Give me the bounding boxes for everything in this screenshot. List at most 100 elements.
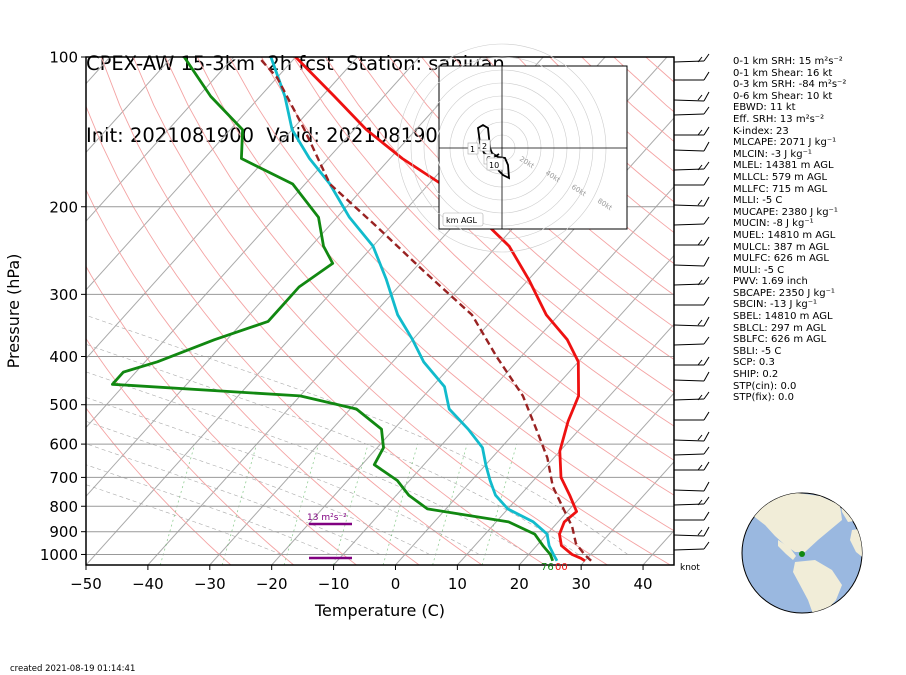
wind-barb bbox=[673, 431, 710, 442]
wind-barb bbox=[673, 161, 710, 171]
hodo-marker-1: 1 bbox=[470, 145, 475, 154]
stat-line: MULFC: 626 m AGL bbox=[733, 253, 829, 265]
srh-label: 13 m²s⁻² bbox=[307, 513, 347, 523]
x-tick-label: −10 bbox=[318, 575, 350, 593]
profile-line bbox=[294, 57, 586, 562]
dry-adiabat bbox=[86, 265, 357, 565]
wind-barb bbox=[674, 236, 710, 246]
hodo-marker-2: 2 bbox=[482, 142, 487, 151]
stat-line: MULCL: 387 m AGL bbox=[733, 241, 829, 253]
central-america bbox=[778, 540, 796, 560]
isotherm bbox=[86, 57, 235, 222]
x-tick-label: 40 bbox=[634, 575, 653, 593]
mixing-ratio-line bbox=[283, 443, 319, 565]
wind-barb bbox=[674, 356, 710, 366]
y-tick-label: 400 bbox=[49, 348, 78, 366]
wind-barb bbox=[673, 106, 710, 116]
x-axis-label: Temperature (C) bbox=[314, 601, 445, 620]
profile-line bbox=[269, 57, 559, 562]
surface-temp-label: 00 bbox=[555, 562, 568, 573]
wind-barb bbox=[673, 391, 710, 401]
dry-adiabat bbox=[389, 57, 674, 328]
hodograph-trace bbox=[477, 123, 511, 180]
profile-line bbox=[257, 57, 592, 562]
stat-line: Eff. SRH: 13 m²s⁻² bbox=[733, 113, 825, 125]
wind-barb bbox=[673, 141, 710, 152]
stat-line: SBEL: 14810 m AGL bbox=[733, 311, 833, 323]
x-tick-label: −40 bbox=[132, 575, 164, 593]
wind-barb bbox=[674, 296, 710, 306]
stat-line: SBCIN: -13 J kg⁻¹ bbox=[733, 299, 818, 311]
wind-barb bbox=[673, 496, 710, 506]
isotherm bbox=[395, 254, 674, 565]
y-tick-label: 100 bbox=[49, 49, 78, 67]
stat-line: 0-1 km Shear: 16 kt bbox=[733, 67, 833, 79]
dry-adiabat bbox=[357, 57, 674, 361]
wind-barb bbox=[673, 526, 710, 537]
dry-adiabat bbox=[261, 57, 674, 461]
hodograph-inset: 20kt 40kt 60kt 80kt 1 2 6 10 km AGL bbox=[397, 43, 628, 253]
stat-line: 0-1 km SRH: 15 m²s⁻² bbox=[733, 56, 843, 67]
dry-adiabat bbox=[86, 337, 294, 565]
isotherm bbox=[86, 57, 420, 429]
surface-dewpoint-label: 76 bbox=[541, 562, 554, 573]
x-tick-label: 20 bbox=[510, 575, 529, 593]
isotherm bbox=[86, 57, 296, 291]
stat-line: MUCIN: -8 J kg⁻¹ bbox=[733, 218, 814, 230]
mixing-ratio-line bbox=[221, 443, 258, 565]
stat-line: MLCIN: -3 J kg⁻¹ bbox=[733, 148, 812, 160]
wind-barb bbox=[673, 446, 710, 456]
stat-line: SBLFC: 626 m AGL bbox=[733, 334, 827, 346]
stat-line: EBWD: 11 kt bbox=[733, 102, 796, 114]
hodo-footer: km AGL bbox=[446, 216, 478, 225]
stat-line: STP(cin): 0.0 bbox=[733, 380, 797, 392]
isotherm bbox=[271, 117, 674, 565]
y-tick-label: 800 bbox=[49, 498, 78, 516]
y-tick-label: 1000 bbox=[40, 546, 78, 564]
stat-line: MUCAPE: 2380 J kg⁻¹ bbox=[733, 206, 838, 218]
moist-adiabat bbox=[86, 371, 529, 555]
y-tick-label: 500 bbox=[49, 396, 78, 414]
wind-barb bbox=[673, 53, 710, 63]
y-tick-label: 300 bbox=[49, 286, 78, 304]
stat-line: MLLI: -5 C bbox=[733, 195, 783, 207]
wind-barb bbox=[673, 371, 710, 382]
dry-adiabat bbox=[453, 57, 674, 265]
dry-adiabat bbox=[325, 57, 674, 393]
wind-barb bbox=[673, 196, 710, 207]
stat-line: STP(fix): 0.0 bbox=[733, 392, 794, 404]
dry-adiabat bbox=[86, 407, 232, 565]
wind-barb bbox=[674, 126, 710, 136]
wind-barbs bbox=[673, 53, 710, 551]
y-tick-label: 200 bbox=[49, 198, 78, 216]
wind-barb bbox=[673, 216, 710, 226]
mixing-ratio-line bbox=[159, 443, 196, 565]
x-tick-label: −50 bbox=[70, 575, 102, 593]
mixing-ratio-line bbox=[481, 443, 518, 565]
globe-inset bbox=[741, 492, 863, 614]
isotherm bbox=[86, 57, 173, 154]
y-tick-label: 600 bbox=[49, 436, 78, 454]
wind-barb bbox=[674, 411, 710, 421]
y-tick-label: 700 bbox=[49, 469, 78, 487]
wind-barb bbox=[674, 71, 710, 81]
x-tick-label: 30 bbox=[572, 575, 591, 593]
isotherm bbox=[86, 57, 358, 360]
dry-adiabat bbox=[293, 57, 674, 427]
stats-panel: 0-1 km SRH: 15 m²s⁻² 0-1 km Shear: 16 kt 0… bbox=[733, 56, 846, 404]
wind-barb bbox=[673, 276, 710, 286]
africa bbox=[850, 528, 862, 560]
wind-barb bbox=[673, 336, 710, 346]
moist-adiabat bbox=[86, 484, 282, 555]
isotherm bbox=[580, 461, 674, 565]
wind-barb bbox=[673, 91, 710, 102]
dry-adiabat bbox=[228, 57, 674, 496]
wind-barb bbox=[673, 541, 710, 551]
hodo-marker-10: 10 bbox=[489, 161, 499, 170]
x-tick-label: −20 bbox=[256, 575, 288, 593]
wind-barb bbox=[674, 461, 710, 471]
south-america bbox=[793, 560, 842, 613]
dry-adiabat bbox=[132, 57, 608, 565]
y-axis-label: Pressure (hPa) bbox=[4, 254, 23, 369]
